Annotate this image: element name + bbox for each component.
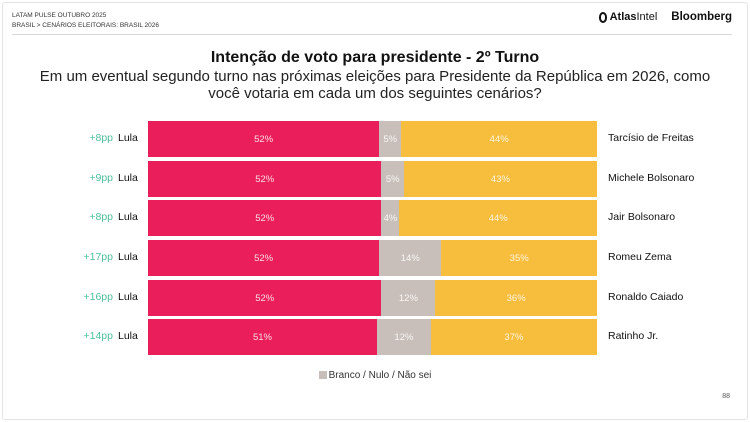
atlasintel-logo: AtlasIntel — [598, 11, 657, 23]
stacked-bar: 52% 12% 36% — [148, 280, 597, 316]
bar-segment-blank: 5% — [381, 161, 404, 197]
bar-segment-blank: 4% — [381, 200, 400, 236]
bloomberg-logo: Bloomberg — [671, 11, 732, 23]
opponent-label: Ratinho Jr. — [608, 330, 659, 342]
chart-row: +8pp Lula 52% 4% 44% Jair Bolsonaro — [0, 200, 750, 236]
margin-label: +14pp — [83, 330, 114, 342]
left-candidate-label: Lula — [118, 132, 138, 144]
opponent-label: Jair Bolsonaro — [608, 211, 676, 223]
left-candidate-label: Lula — [118, 211, 138, 223]
margin-label: +8pp — [89, 132, 113, 144]
bar-segment-lula: 52% — [148, 280, 382, 316]
meta-line-1: LATAM PULSE OUTUBRO 2025 — [12, 12, 107, 19]
left-candidate-label: Lula — [118, 251, 138, 263]
chart-row: +16pp Lula 52% 12% 36% Ronaldo Caiado — [0, 280, 750, 316]
bar-segment-opponent: 44% — [399, 200, 597, 236]
stacked-bar: 52% 5% 43% — [148, 161, 597, 197]
chart-row: +8pp Lula 52% 5% 44% Tarcísio de Freitas — [0, 121, 750, 157]
slide-meta: LATAM PULSE OUTUBRO 2025 BRASIL > CENÁRI… — [12, 11, 159, 31]
left-candidate-label: Lula — [118, 172, 138, 184]
chart-subtitle: Em um eventual segundo turno nas próxima… — [39, 68, 711, 102]
opponent-label: Michele Bolsonaro — [608, 172, 695, 184]
atlas-ring-icon — [598, 11, 607, 23]
left-candidate-label: Lula — [118, 291, 138, 303]
bar-segment-lula: 52% — [148, 200, 382, 236]
bar-segment-blank: 12% — [381, 280, 436, 316]
bar-segment-lula: 51% — [148, 319, 377, 355]
stacked-bar: 52% 4% 44% — [148, 200, 597, 236]
legend: Branco / Nulo / Não sei — [0, 370, 750, 381]
legend-swatch — [318, 371, 327, 379]
opponent-label: Tarcísio de Freitas — [608, 132, 694, 144]
bar-segment-lula: 52% — [148, 161, 382, 197]
bar-segment-lula: 52% — [148, 240, 380, 276]
chart-title: Intenção de voto para presidente - 2º Tu… — [210, 49, 540, 66]
opponent-label: Ronaldo Caiado — [608, 291, 684, 303]
logos: AtlasIntel Bloomberg — [598, 11, 732, 23]
bar-segment-blank: 12% — [376, 319, 431, 355]
stacked-bar: 52% 14% 35% — [148, 240, 597, 276]
header-divider — [12, 34, 732, 35]
bar-segment-opponent: 37% — [430, 319, 597, 355]
stacked-bar: 51% 12% 37% — [148, 319, 597, 355]
margin-label: +9pp — [89, 172, 113, 184]
chart-row: +14pp Lula 51% 12% 37% Ratinho Jr. — [0, 319, 750, 355]
margin-label: +17pp — [83, 251, 114, 263]
chart-row: +17pp Lula 52% 14% 35% Romeu Zema — [0, 240, 750, 276]
chart-row: +9pp Lula 52% 5% 43% Michele Bolsonaro — [0, 161, 750, 197]
meta-line-2: BRASIL > CENÁRIOS ELEITORAIS: BRASIL 202… — [12, 22, 159, 29]
bar-segment-blank: 5% — [379, 121, 402, 157]
left-candidate-label: Lula — [118, 330, 138, 342]
margin-label: +16pp — [83, 291, 114, 303]
page-number: 88 — [722, 393, 730, 400]
bar-segment-opponent: 43% — [403, 161, 597, 197]
margin-label: +8pp — [89, 211, 113, 223]
bar-segment-opponent: 44% — [401, 121, 597, 157]
stacked-bar: 52% 5% 44% — [148, 121, 597, 157]
bar-segment-blank: 14% — [379, 240, 442, 276]
bar-segment-opponent: 35% — [441, 240, 597, 276]
opponent-label: Romeu Zema — [608, 251, 672, 263]
bar-segment-lula: 52% — [148, 121, 380, 157]
legend-label: Branco / Nulo / Não sei — [328, 370, 432, 381]
bar-segment-opponent: 36% — [435, 280, 597, 316]
